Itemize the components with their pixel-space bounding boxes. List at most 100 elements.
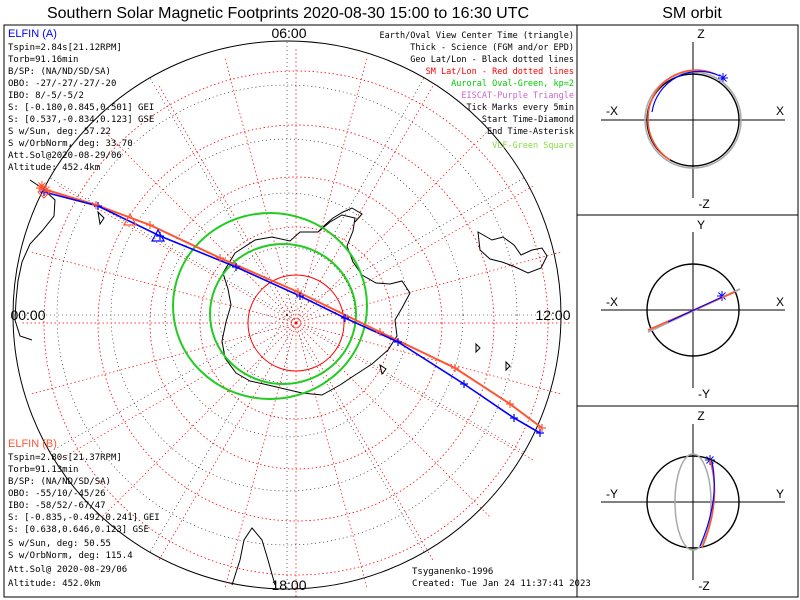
sm-lon-line — [224, 57, 297, 324]
elfin-b-orbit-arc — [647, 69, 716, 161]
orbit-panel-yz: Z -Z -Y Y — [606, 409, 784, 593]
legend: Earth/Oval View Center Time (triangle) T… — [380, 31, 574, 151]
axis-label-right: Y — [776, 487, 784, 501]
elfin-a-line: IBO: 8/-5/-5/2 — [8, 91, 84, 101]
elfin-a-line: B/SP: (NA/ND/SD/SA) — [8, 67, 111, 77]
sm-lon-line — [295, 322, 491, 518]
sm-lon-line — [101, 128, 297, 324]
sm-grid — [21, 48, 571, 598]
elfin-a-line: Altitude: 452.4km — [8, 163, 100, 173]
legend-entry: VLF-Green Square — [492, 141, 574, 151]
elfin-a-line: S w/Sun, deg: 57.22 — [8, 127, 111, 137]
legend-entry: SM Lat/Lon - Red dotted lines — [426, 67, 574, 77]
legend-entry: End Time-Asterisk — [487, 127, 574, 137]
axis-label-bottom: -Z — [698, 579, 709, 593]
sm-lon-line — [30, 322, 297, 395]
orbit-panel-xz: Z -Z -X X — [606, 27, 784, 211]
polar-map — [12, 40, 728, 598]
sm-lat-circle — [149, 176, 443, 470]
sm-lon-line — [295, 84, 434, 324]
legend-entry: Thick - Science (FGM and/or EPD) — [410, 43, 574, 53]
elfin-b-line: S: [0.638,0.646,0.123] GSE — [8, 525, 149, 535]
elfin-a-line: Tspin=2.84s[21.12RPM] — [8, 43, 122, 53]
geo-meridian — [286, 314, 525, 453]
south-america-coastline — [477, 231, 548, 274]
sm-lat-circle-inner — [247, 274, 345, 372]
geo-lat-circle — [164, 192, 410, 438]
axis-label-bottom: -Z — [698, 197, 709, 211]
elfin-a-view-center-triangle — [150, 228, 166, 242]
elfin-b-line: Torb=91.13min — [8, 465, 78, 475]
elfin-a-title: ELFIN (A) — [8, 28, 57, 40]
geo-meridian — [286, 177, 525, 316]
elfin-b-line: IBO: -58/52/-67/47 — [8, 501, 106, 511]
sm-lon-line — [57, 185, 297, 324]
elfin-orbit-path — [674, 453, 712, 551]
antarctica-coastline — [221, 214, 411, 396]
geo-meridian — [49, 177, 288, 316]
legend-entry: Tick Marks every 5min — [467, 103, 574, 113]
antarctic-peninsula — [317, 207, 363, 233]
geo-lat-circle — [56, 84, 518, 546]
auroral-oval-inner — [209, 243, 357, 385]
footprint-tracks — [36, 73, 728, 465]
geo-meridian — [49, 314, 288, 453]
orbit-panels: Z -Z -X X Y -Y -X X Z -Z -Y Y — [601, 27, 785, 593]
geo-meridian — [149, 77, 288, 316]
clock-label-00: 00:00 — [10, 307, 45, 323]
map-outline — [12, 40, 562, 590]
legend-entry: Geo Lat/Lon - Black dotted lines — [410, 55, 574, 65]
africa-coastline — [231, 527, 276, 586]
orbit-panel-frame — [576, 24, 799, 598]
elfin-b-line: Altitude: 452.0km — [8, 579, 100, 589]
legend-entry: Auroral Oval-Green, kp=2 — [451, 79, 574, 89]
sm-lon-line — [295, 322, 368, 589]
sm-lon-line — [224, 322, 297, 589]
elfin-b-line: S w/OrbNorm, deg: 115.4 — [8, 551, 133, 561]
geo-meridian — [149, 314, 288, 553]
elfin-a-line: S: [0.537,-0.834,0.123] GSE — [8, 115, 154, 125]
axis-label-right: X — [776, 104, 784, 118]
sm-lon-line — [295, 128, 491, 324]
sm-lon-line — [57, 322, 297, 461]
orbit-panel-xy: Y -Y -X X — [606, 218, 784, 401]
axis-label-left: -Y — [606, 487, 618, 501]
elfin-b-line: OBO: -55/10/-45/26 — [8, 489, 106, 499]
elfin-b-info: ELFIN (B) Tspin=2.80s[21.37RPM] Torb=91.… — [8, 438, 160, 589]
sm-lon-line — [295, 251, 562, 324]
axis-label-top: Y — [697, 218, 705, 232]
elfin-a-orbit-arc — [699, 461, 715, 547]
elfin-a-line: Att.Sol@2020-08-29/06 — [8, 151, 122, 161]
elfin-b-line: S w/Sun, deg: 50.55 — [8, 539, 111, 549]
elfin-b-view-center-triangle — [122, 212, 138, 226]
sm-lon-line — [295, 185, 535, 324]
elfin-b-line: Att.Sol@ 2020-08-29/06 — [8, 565, 127, 575]
geo-meridian — [286, 314, 425, 553]
elfin-a-line: Torb=91.16min — [8, 55, 78, 65]
elfin-a-line: S w/OrbNorm, deg: 33.70 — [8, 139, 133, 149]
elfin-b-line: B/SP: (NA/ND/SD/SA) — [8, 477, 111, 487]
legend-entry: EISCAT-Purple Triangle — [461, 91, 574, 101]
sm-lon-line — [30, 251, 297, 324]
clock-label-18: 18:00 — [271, 577, 306, 593]
elfin-a-track — [43, 191, 541, 434]
australia-coastline — [14, 179, 56, 341]
sm-lon-line — [101, 322, 297, 518]
geo-meridian — [286, 77, 425, 316]
sm-lon-line — [295, 322, 562, 395]
credit-model: Tsyganenko-1996 — [412, 567, 493, 577]
axis-label-left: -X — [606, 104, 618, 118]
elfin-a-line: OBO: -27/-27/-27/-20 — [8, 79, 116, 89]
sm-lon-line — [158, 84, 297, 324]
axis-label-top: Z — [697, 27, 704, 41]
clock-label-06: 06:00 — [271, 25, 306, 41]
sm-lat-circle — [97, 124, 495, 522]
elfin-b-end-asterisk — [38, 182, 46, 190]
axis-label-left: -X — [606, 295, 618, 309]
orbit-title: SM orbit — [662, 5, 722, 22]
elfin-b-line: S: [-0.835,-0.492,0.241] GEI — [8, 513, 160, 523]
elfin-b-line: Tspin=2.80s[21.37RPM] — [8, 453, 122, 463]
sm-lon-line — [158, 322, 297, 562]
elfin-a-orbit-arc — [651, 70, 721, 113]
